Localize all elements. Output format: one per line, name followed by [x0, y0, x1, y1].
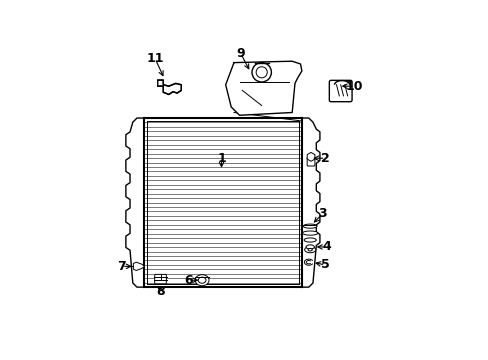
Polygon shape [225, 61, 301, 115]
Ellipse shape [307, 248, 312, 251]
Polygon shape [158, 80, 181, 94]
Ellipse shape [304, 238, 316, 242]
Ellipse shape [304, 247, 315, 253]
Text: 1: 1 [217, 152, 225, 165]
Text: 8: 8 [156, 285, 164, 298]
Circle shape [251, 63, 271, 82]
FancyBboxPatch shape [328, 80, 351, 102]
Text: 6: 6 [183, 274, 192, 287]
Text: 10: 10 [345, 80, 363, 93]
Ellipse shape [195, 275, 208, 286]
Circle shape [256, 67, 267, 78]
Polygon shape [133, 262, 144, 270]
Ellipse shape [303, 224, 317, 228]
Text: 9: 9 [236, 47, 244, 60]
Bar [143, 118, 301, 287]
Text: 5: 5 [321, 258, 329, 271]
Ellipse shape [305, 245, 314, 249]
Ellipse shape [198, 277, 205, 283]
Text: 7: 7 [118, 260, 126, 273]
Text: 3: 3 [318, 207, 326, 220]
Ellipse shape [302, 231, 317, 235]
Text: 2: 2 [321, 152, 329, 165]
FancyBboxPatch shape [154, 274, 166, 284]
FancyBboxPatch shape [306, 157, 314, 166]
Text: 4: 4 [322, 240, 330, 253]
Text: 11: 11 [146, 52, 163, 65]
